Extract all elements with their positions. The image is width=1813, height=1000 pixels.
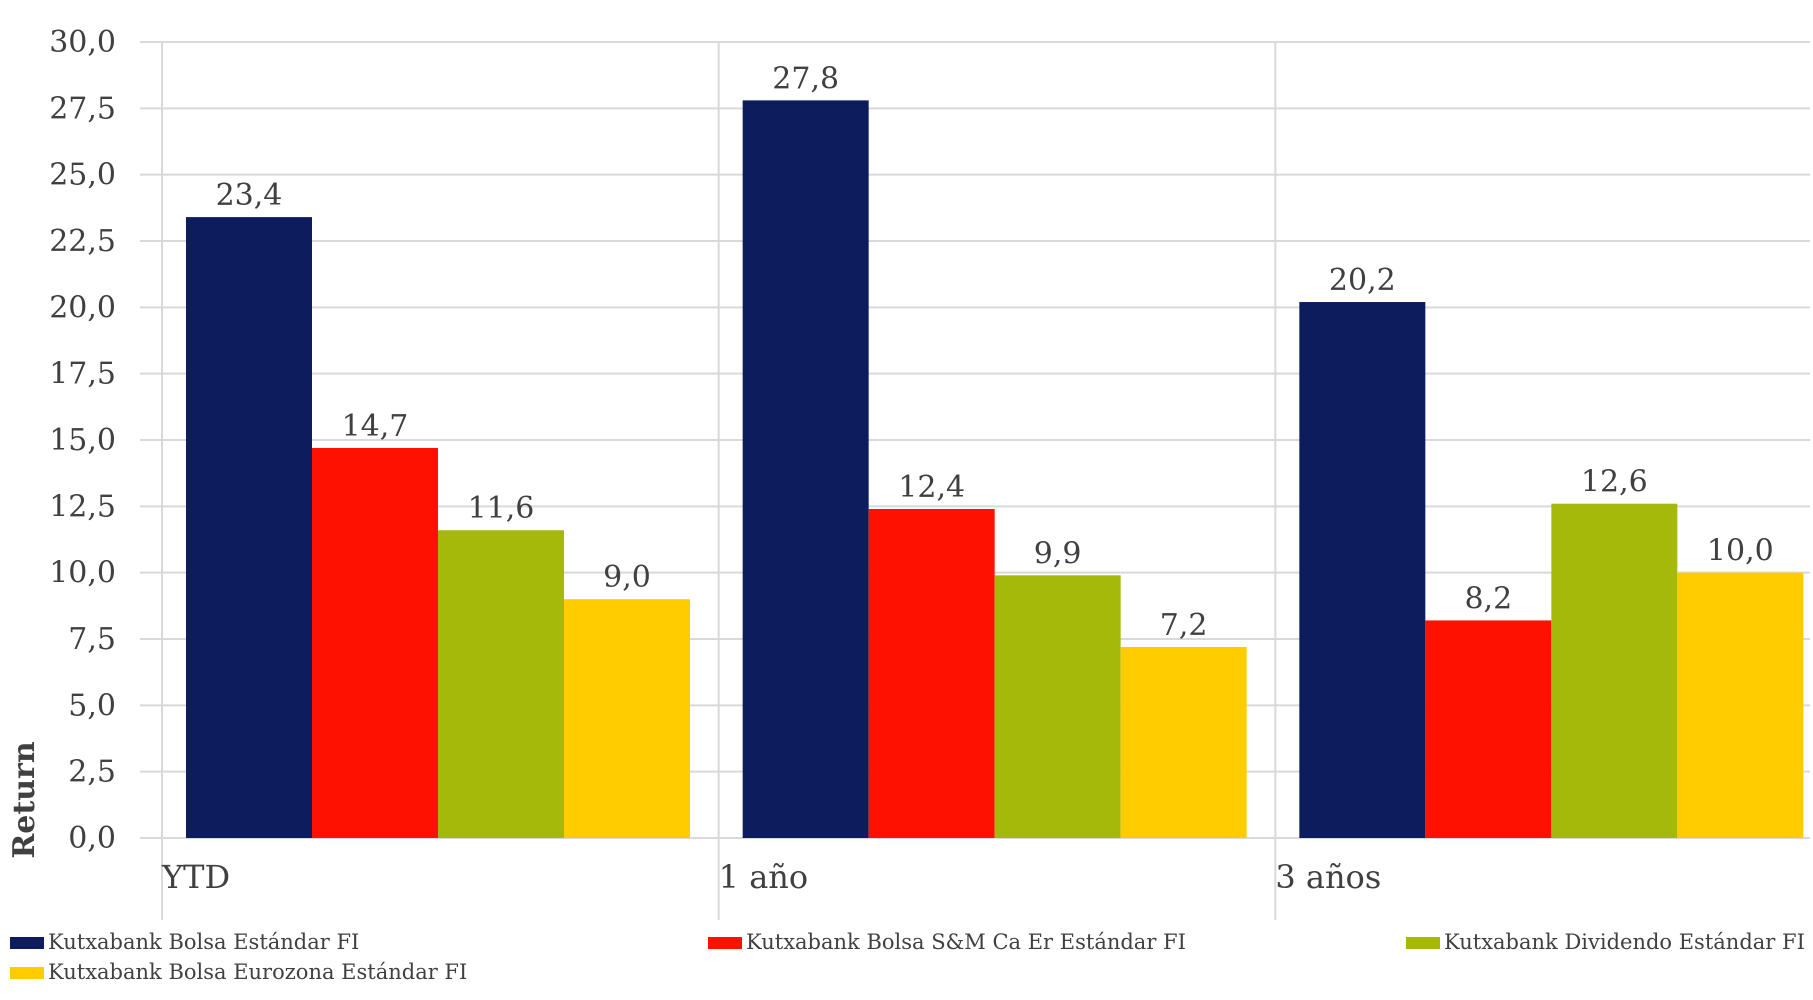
category-label: YTD	[161, 858, 230, 896]
bar	[868, 508, 995, 838]
y-tick-label: 15,0	[49, 423, 116, 458]
bar	[564, 599, 690, 838]
legend-label: Kutxabank Bolsa S&M Ca Er Estándar FI	[746, 930, 1186, 954]
bars	[186, 100, 1804, 838]
legend-label: Kutxabank Bolsa Estándar FI	[48, 930, 359, 954]
category-labels: YTD 1 año 3 años	[161, 858, 1381, 896]
data-label: 27,8	[772, 61, 839, 96]
bar	[1677, 572, 1804, 838]
y-tick-label: 10,0	[49, 556, 116, 591]
y-tick-label: 7,5	[68, 622, 116, 657]
data-label: 12,6	[1581, 465, 1648, 500]
data-label: 9,0	[603, 560, 651, 595]
data-labels: 23,4 14,7 11,6 9,0 27,8 12,4 9,9 7,2 20,2 8,2 12,6…	[216, 61, 1774, 643]
legend-swatch	[10, 967, 44, 979]
category-label: 1 año	[719, 858, 808, 896]
legend-label: Kutxabank Dividendo Estándar FI	[1444, 930, 1805, 954]
data-label: 20,2	[1329, 263, 1396, 298]
data-label: 9,9	[1034, 536, 1082, 571]
legend-swatch	[1406, 937, 1440, 949]
y-tick-label: 2,5	[68, 755, 116, 790]
data-label: 14,7	[342, 409, 409, 444]
y-tick-label: 5,0	[68, 688, 116, 723]
y-axis-label: Return	[7, 741, 42, 858]
y-tick-label: 30,0	[49, 25, 116, 60]
category-label: 3 años	[1275, 858, 1381, 896]
legend-swatch	[10, 937, 44, 949]
data-label: 12,4	[898, 470, 965, 505]
y-tick-label: 12,5	[49, 489, 116, 524]
legend-label: Kutxabank Bolsa Eurozona Estándar FI	[48, 960, 467, 984]
bar	[438, 530, 564, 838]
bar	[742, 100, 869, 838]
bar	[1120, 646, 1247, 838]
y-tick-label: 20,0	[49, 290, 116, 325]
bar	[1425, 620, 1552, 838]
data-label: 23,4	[216, 178, 283, 213]
y-tick-label: 27,5	[49, 91, 116, 126]
bar	[186, 217, 312, 838]
bar	[312, 447, 438, 838]
data-label: 10,0	[1707, 534, 1774, 569]
y-tick-label: 0,0	[68, 821, 116, 856]
legend-swatch	[708, 937, 742, 949]
bar	[1299, 302, 1426, 838]
bar	[1551, 503, 1678, 838]
data-label: 7,2	[1160, 608, 1208, 643]
bar	[994, 575, 1121, 838]
y-tick-label: 17,5	[49, 357, 116, 392]
y-axis-ticks: 0,0 2,5 5,0 7,5 10,0 12,5 15,0 17,5 20,0 22,5 25,0…	[49, 25, 116, 856]
y-tick-label: 25,0	[49, 158, 116, 193]
legend: Kutxabank Bolsa Estándar FI Kutxabank Bol…	[10, 930, 1805, 984]
y-tick-label: 22,5	[49, 224, 116, 259]
data-label: 8,2	[1464, 581, 1512, 616]
data-label: 11,6	[468, 491, 535, 526]
